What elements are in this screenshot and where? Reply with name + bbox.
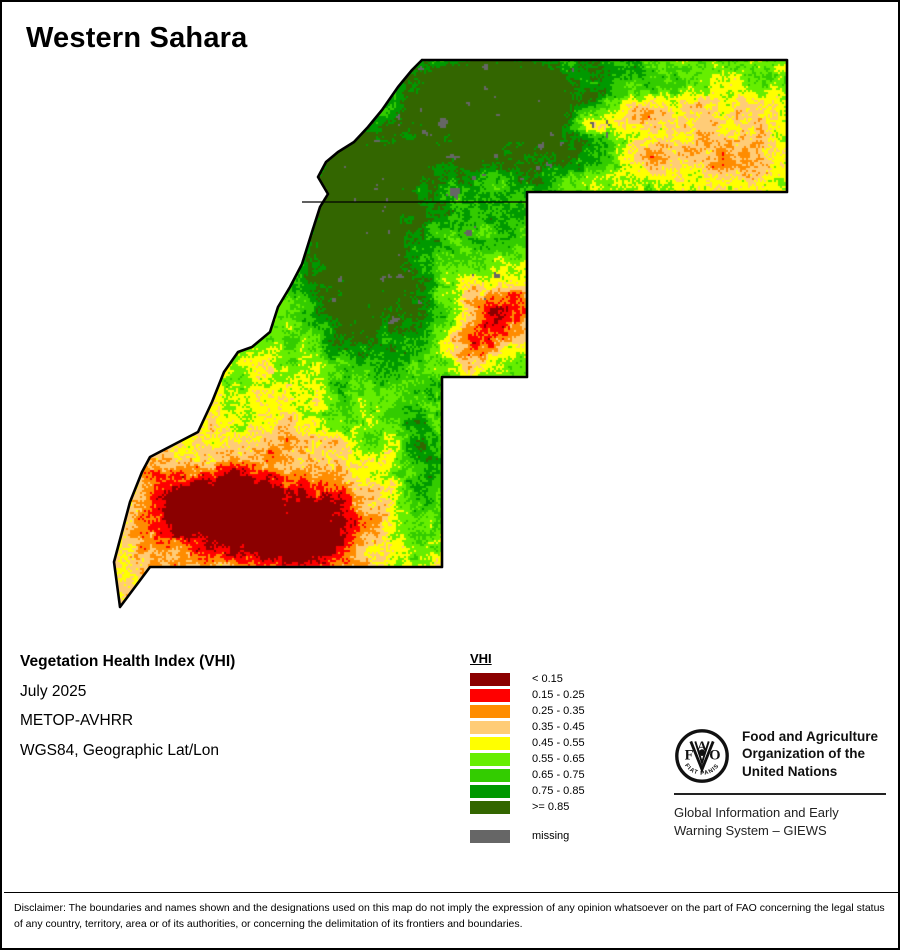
info-product: Vegetation Health Index (VHI) — [20, 653, 236, 670]
legend-label: 0.75 - 0.85 — [532, 785, 585, 797]
legend-entry: < 0.15 — [470, 671, 585, 687]
legend-entry: 0.75 - 0.85 — [470, 783, 585, 799]
branding-divider — [674, 793, 886, 795]
fao-organization-name: Food and Agriculture Organization of the… — [742, 728, 878, 780]
legend-entry: 0.35 - 0.45 — [470, 719, 585, 735]
legend-label: < 0.15 — [532, 673, 563, 685]
legend-swatch — [470, 704, 510, 718]
fao-branding: F A O FIAT PANIS Food and Agriculture Or… — [674, 728, 886, 839]
legend-entry: 0.45 - 0.55 — [470, 735, 585, 751]
legend-swatch — [470, 736, 510, 750]
map-info-block: Vegetation Health Index (VHI) July 2025 … — [20, 654, 235, 772]
svg-text:F: F — [685, 747, 694, 763]
svg-text:O: O — [709, 747, 720, 763]
legend-swatch — [470, 688, 510, 702]
map-outline-overlay — [112, 58, 789, 609]
country-outline — [112, 58, 789, 609]
legend-spacer — [470, 815, 585, 828]
legend-label: 0.45 - 0.55 — [532, 737, 585, 749]
legend-entry: 0.65 - 0.75 — [470, 767, 585, 783]
giews-system-name: Global Information and Early Warning Sys… — [674, 804, 886, 839]
legend-title: VHI — [470, 651, 492, 666]
disclaimer-divider — [4, 892, 898, 893]
legend-label-missing: missing — [532, 830, 570, 842]
legend-swatch — [470, 784, 510, 798]
legend-entry: 0.55 - 0.65 — [470, 751, 585, 767]
legend-entry-list: < 0.15 0.15 - 0.25 0.25 - 0.35 0.35 - 0.45 0… — [470, 671, 585, 844]
legend-entry: 0.25 - 0.35 — [470, 703, 585, 719]
giews-line-1: Global Information and Early — [674, 805, 839, 820]
disclaimer-text: Disclaimer: The boundaries and names sho… — [14, 902, 885, 930]
legend-swatch — [470, 768, 510, 782]
fao-logo-icon: F A O FIAT PANIS — [675, 729, 729, 783]
legend-swatch-missing — [470, 829, 510, 843]
giews-line-2: Warning System – GIEWS — [674, 822, 827, 838]
legend-label: 0.25 - 0.35 — [532, 705, 585, 717]
legend-entry-missing: missing — [470, 828, 585, 844]
vhi-raster-canvas — [2, 2, 898, 642]
legend-label: >= 0.85 — [532, 801, 570, 813]
legend-label: 0.55 - 0.65 — [532, 753, 585, 765]
legend-label: 0.65 - 0.75 — [532, 769, 585, 781]
legend-entry: >= 0.85 — [470, 799, 585, 815]
fao-name-line-3: United Nations — [742, 763, 838, 779]
legend-swatch — [470, 752, 510, 766]
svg-text:A: A — [697, 738, 707, 753]
map-figure — [2, 2, 898, 642]
info-projection: WGS84, Geographic Lat/Lon — [20, 741, 220, 759]
legend-swatch — [470, 800, 510, 814]
legend-swatch — [470, 672, 510, 686]
legend-label: 0.35 - 0.45 — [532, 721, 585, 733]
legend-label: 0.15 - 0.25 — [532, 689, 585, 701]
legend-swatch — [470, 720, 510, 734]
info-sensor: METOP-AVHRR — [20, 712, 134, 729]
vhi-legend: VHI < 0.15 0.15 - 0.25 0.25 - 0.35 0.35 - 0… — [470, 650, 585, 844]
fao-name-line-1: Food and Agriculture — [742, 729, 878, 744]
info-period: July 2025 — [20, 682, 87, 700]
fao-name-line-2: Organization of the — [742, 746, 865, 762]
legend-entry: 0.15 - 0.25 — [470, 687, 585, 703]
